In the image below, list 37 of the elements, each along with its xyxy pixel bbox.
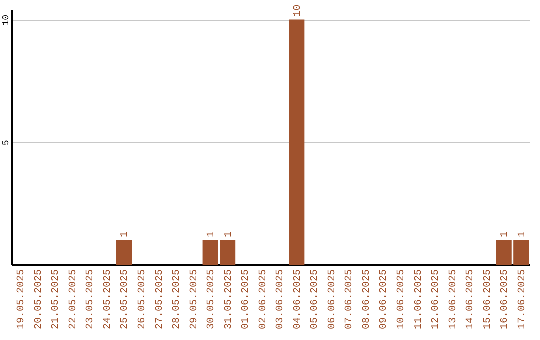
data-label: 1	[517, 231, 528, 238]
x-tick-label: 14.06.2025	[466, 270, 477, 330]
x-tick-label: 21.05.2025	[51, 270, 62, 330]
x-tick-label: 02.06.2025	[258, 270, 270, 330]
x-tick-label: 04.06.2025	[292, 270, 304, 330]
x-tick-label: 12.06.2025	[431, 270, 442, 330]
x-tick-label: 16.06.2025	[500, 270, 512, 330]
x-tick-label: 27.05.2025	[154, 270, 166, 330]
x-tick-label: 15.06.2025	[482, 270, 494, 330]
x-tick-label: 07.06.2025	[344, 270, 356, 330]
data-label: 10	[292, 4, 304, 17]
x-tick-label: 20.05.2025	[34, 270, 45, 330]
x-tick-label: 26.05.2025	[138, 270, 148, 330]
x-tick-label: 22.05.2025	[68, 270, 80, 330]
data-label: 1	[500, 231, 512, 238]
data-label: 1	[206, 231, 218, 238]
x-tick-label: 05.06.2025	[310, 270, 322, 330]
y-tick-label: 5	[2, 140, 12, 146]
x-tick-label: 29.05.2025	[189, 270, 200, 330]
x-tick-label: 06.06.2025	[327, 270, 338, 330]
x-tick-label: 11.06.2025	[414, 270, 425, 330]
x-tick-label: 10.06.2025	[396, 270, 408, 330]
x-tick-label: 01.06.2025	[241, 270, 252, 330]
x-tick-label: 13.06.2025	[448, 270, 460, 330]
x-tick-label: 09.06.2025	[379, 270, 390, 330]
x-tick-label: 08.06.2025	[362, 270, 373, 330]
data-label: 1	[224, 231, 235, 238]
x-tick-label: 24.05.2025	[102, 270, 114, 330]
x-tick-label: 28.05.2025	[172, 270, 184, 330]
x-tick-label: 30.05.2025	[206, 270, 218, 330]
x-tick-label: 31.05.2025	[224, 270, 235, 330]
x-tick-label: 25.05.2025	[120, 270, 132, 330]
x-tick-label: 03.06.2025	[276, 270, 287, 330]
x-tick-label: 19.05.2025	[16, 270, 28, 330]
data-label: 1	[120, 231, 132, 238]
x-tick-label: 23.05.2025	[86, 270, 97, 330]
x-tick-label: 17.06.2025	[517, 270, 528, 330]
